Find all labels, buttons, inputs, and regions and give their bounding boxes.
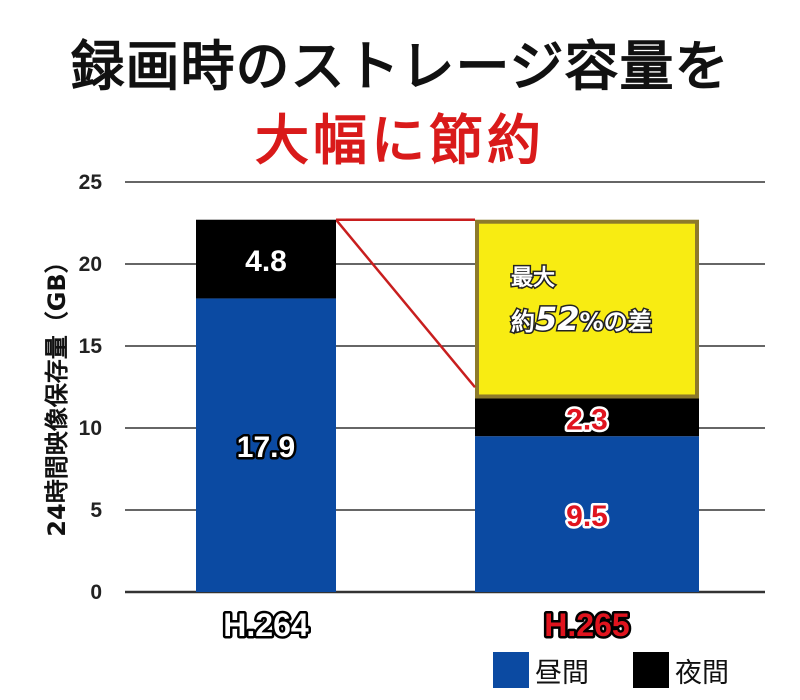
legend-swatch-day [493,652,529,688]
annotation-value: 52 [535,300,580,338]
chart-subtitle: 大幅に節約 [255,109,545,172]
chart-title: 録画時のストレージ容量を [70,35,730,98]
y-axis-label: 24時間映像保存量（GB） [43,249,71,536]
connector-line-diagonal [335,218,476,389]
legend-label-night: 夜間 [675,657,729,689]
data-label: 2.3 [566,403,608,436]
annotation-line1: 最大 [511,266,555,291]
bar-day [475,436,699,592]
y-tick-label: 20 [79,253,102,276]
bar-day [196,298,336,592]
annotation-suffix: %の差 [580,308,652,336]
annotation-prefix: 約 [511,308,535,336]
legend-item-night: 夜間 [633,652,729,689]
legend-item-day: 昼間 [493,652,589,689]
data-label: 9.5 [566,500,608,533]
y-tick-label: 10 [79,417,102,440]
x-tick-label: H.265 [544,607,629,643]
data-label: 4.8 [245,245,287,278]
annotation-line2: 約52%の差 [511,300,652,338]
bar-night [196,219,336,299]
y-tick-label: 5 [90,499,102,522]
x-tick-label: H.264 [223,607,309,643]
y-tick-label: 15 [79,335,103,358]
data-label: 17.9 [237,431,295,464]
legend-swatch-night [633,652,669,688]
y-tick-label: 25 [79,171,103,194]
y-tick-label: 0 [90,581,102,604]
bar-night [475,398,699,437]
legend-label-day: 昼間 [535,657,589,689]
difference-box [475,219,699,399]
